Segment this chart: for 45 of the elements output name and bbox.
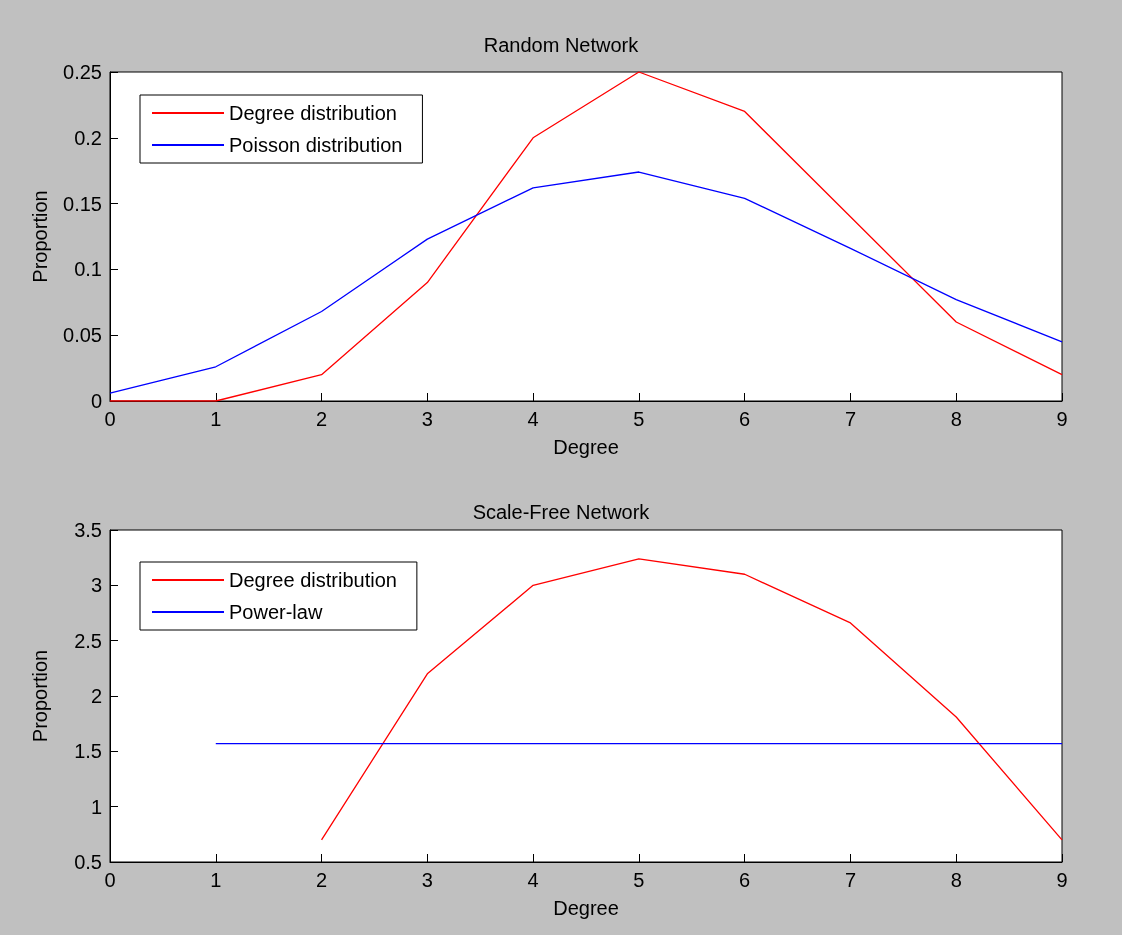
- y-tick-label: 0.2: [74, 126, 102, 149]
- x-tick-label: 0: [104, 869, 116, 891]
- x-tick-label: 4: [527, 408, 539, 430]
- x-tick-label: 3: [421, 869, 433, 891]
- x-tick-label: 8: [950, 869, 962, 891]
- line-series: [109, 171, 1063, 394]
- y-tick-label: 0.15: [63, 192, 102, 215]
- x-tick-label: 1: [210, 408, 222, 430]
- y-tick-label: 0.1: [74, 258, 102, 281]
- x-tick-label: 1: [210, 869, 222, 891]
- y-tick-label: 0.05: [63, 324, 102, 347]
- legend-label: Poisson distribution: [229, 134, 403, 156]
- chart-title: Scale-Free Network: [472, 501, 651, 523]
- x-axis-title: Degree: [553, 436, 619, 458]
- chart-title: Random Network: [483, 34, 640, 56]
- y-tick-label: 1.5: [74, 740, 102, 763]
- y-tick-label: 2: [90, 685, 102, 707]
- x-tick-label: 0: [104, 408, 116, 430]
- line-series: [109, 71, 1063, 402]
- y-tick-label: 3.5: [74, 519, 102, 541]
- y-tick-label: 2.5: [74, 629, 102, 652]
- x-tick-label: 3: [421, 408, 433, 430]
- y-tick-label: 0.5: [74, 851, 102, 873]
- y-tick-label: 1: [90, 795, 102, 818]
- x-tick-label: 7: [844, 408, 857, 430]
- y-tick-label: 0: [90, 390, 102, 412]
- x-axis-title: Degree: [553, 897, 619, 919]
- x-tick-label: 2: [315, 408, 328, 430]
- legend-label: Degree distribution: [229, 102, 397, 124]
- x-tick-label: 7: [844, 869, 857, 891]
- y-tick-label: 3: [90, 574, 102, 597]
- legend-label: Degree distribution: [229, 569, 397, 591]
- y-axis-title: Proportion: [29, 649, 51, 743]
- x-tick-label: 5: [633, 869, 645, 891]
- x-tick-label: 8: [950, 408, 962, 430]
- x-tick-label: 9: [1056, 408, 1068, 430]
- x-tick-label: 4: [527, 869, 539, 891]
- x-tick-label: 5: [633, 408, 645, 430]
- y-axis-title: Proportion: [29, 190, 51, 283]
- y-tick-label: 0.25: [63, 61, 102, 83]
- x-tick-label: 9: [1056, 869, 1068, 891]
- x-tick-label: 6: [739, 408, 751, 430]
- legend-label: Power-law: [229, 601, 323, 623]
- x-tick-label: 2: [315, 869, 328, 891]
- x-tick-label: 6: [739, 869, 751, 891]
